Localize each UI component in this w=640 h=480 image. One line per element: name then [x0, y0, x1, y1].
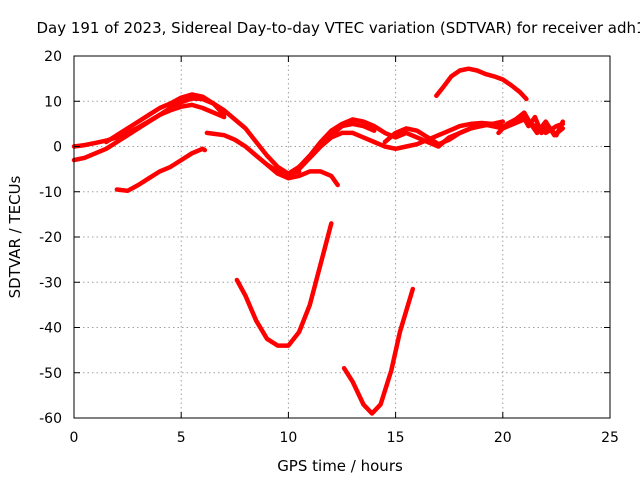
- y-tick-label: 20: [44, 49, 62, 65]
- series-arc-14: [511, 112, 566, 138]
- series-arc-12: [434, 66, 529, 102]
- y-tick-label: -40: [39, 321, 62, 337]
- x-tick-label: 0: [70, 430, 79, 446]
- y-tick-labels: -60 -50 -40 -30 -20 -10 0 10 20: [39, 49, 62, 427]
- x-tick-label: 25: [601, 430, 619, 446]
- y-tick-label: 10: [44, 94, 62, 110]
- data-series: [71, 66, 566, 416]
- x-tick-label: 5: [177, 430, 186, 446]
- y-tick-label: 0: [53, 140, 62, 156]
- chart-title: Day 191 of 2023, Sidereal Day-to-day VTE…: [36, 19, 640, 37]
- x-axis-label: GPS time / hours: [277, 457, 403, 475]
- y-tick-label: -20: [39, 230, 62, 246]
- series-arc-3: [103, 92, 227, 145]
- series-arc-6: [234, 221, 334, 348]
- y-tick-label: -60: [39, 411, 62, 427]
- y-tick-label: -50: [39, 366, 62, 382]
- series-arc-4: [114, 146, 208, 194]
- series-arc-10: [341, 286, 416, 416]
- y-axis-label: SDTVAR / TECUs: [6, 175, 24, 298]
- y-tick-label: -30: [39, 275, 62, 291]
- series-arc-2: [71, 102, 227, 163]
- y-tick-label: -10: [39, 185, 62, 201]
- x-tick-label: 20: [494, 430, 512, 446]
- x-tick-label: 10: [279, 430, 297, 446]
- x-tick-labels: 0 5 10 15 20 25: [70, 430, 619, 446]
- x-tick-label: 15: [387, 430, 405, 446]
- grid-lines: [74, 56, 610, 418]
- tick-marks: [73, 55, 611, 419]
